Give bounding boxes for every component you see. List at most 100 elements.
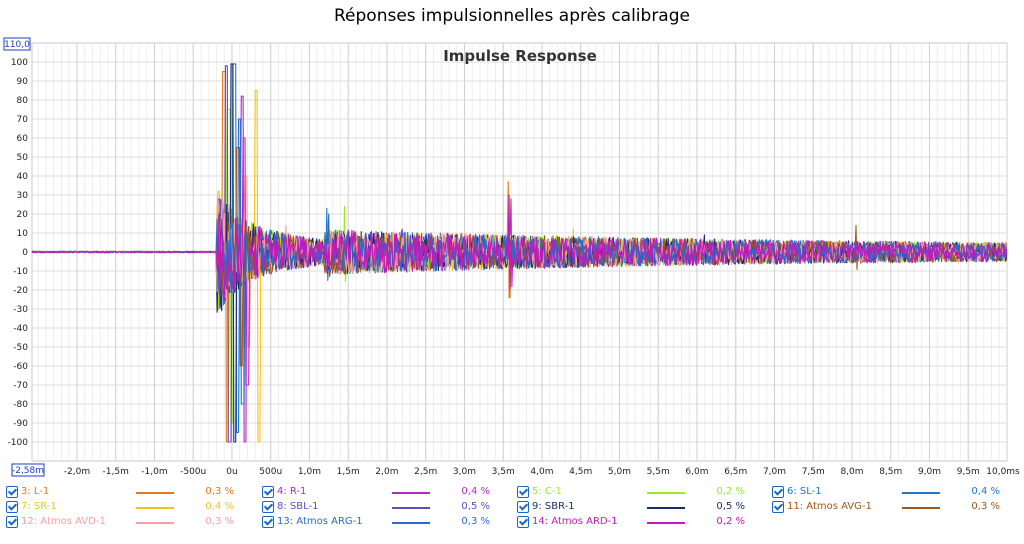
legend-item[interactable]: 13: Atmos ARG-1 0,3 % [262, 515, 512, 531]
legend: 3: L-1 0,3 % 4: R-1 0,4 % 5: C-1 0,2 % 6: SL-1… [0, 483, 1024, 541]
legend-item[interactable]: 3: L-1 0,3 % [6, 485, 256, 501]
y-tick-label: 50 [17, 153, 29, 163]
legend-series-name: 7: SR-1 [21, 501, 57, 512]
impulse-response-chart: 1009080706050403020100-10-20-30-40-50-60… [3, 37, 1020, 477]
legend-item[interactable]: 5: C-1 0,2 % [517, 485, 767, 501]
legend-series-name: 4: R-1 [277, 486, 307, 497]
legend-item[interactable]: 7: SR-1 0,4 % [6, 500, 256, 516]
legend-swatch [392, 522, 430, 524]
y-tick-label: 90 [17, 77, 29, 87]
y-tick-label: -10 [13, 267, 28, 277]
y-top-label: 110,0 [4, 40, 30, 50]
y-tick-label: 60 [17, 134, 29, 144]
legend-item[interactable]: 4: R-1 0,4 % [262, 485, 512, 501]
series-line [31, 137, 1008, 386]
checkbox[interactable] [262, 501, 274, 513]
legend-percent: 0,3 % [461, 516, 490, 527]
x-tick-label: 8,5m [879, 467, 902, 477]
legend-series-name: 8: SBL-1 [277, 501, 319, 512]
x-left-label: -2,58m [12, 466, 44, 476]
legend-item[interactable]: 9: SBR-1 0,5 % [517, 500, 767, 516]
checkbox[interactable] [517, 501, 529, 513]
legend-series-name: 11: Atmos AVG-1 [787, 501, 872, 512]
legend-swatch [136, 507, 174, 509]
x-tick-label: 8,0m [840, 467, 863, 477]
x-tick-label: 2,5m [414, 467, 437, 477]
legend-percent: 0,4 % [971, 486, 1000, 497]
checkbox[interactable] [262, 516, 274, 528]
checkbox[interactable] [772, 501, 784, 513]
x-tick-label: 5,5m [647, 467, 670, 477]
x-tick-label: 6,5m [724, 467, 747, 477]
x-tick-label: -2,0m [64, 467, 90, 477]
axis-labels: 1009080706050403020100-10-20-30-40-50-60… [8, 58, 1020, 477]
legend-percent: 0,2 % [716, 486, 745, 497]
y-tick-label: -50 [13, 343, 28, 353]
y-tick-label: 20 [17, 210, 29, 220]
legend-swatch [902, 492, 940, 494]
x-tick-label: 7,5m [802, 467, 825, 477]
y-tick-label: 80 [17, 96, 29, 106]
legend-item[interactable]: 6: SL-1 0,4 % [772, 485, 1022, 501]
legend-series-name: 3: L-1 [21, 486, 50, 497]
legend-item[interactable]: 12: Atmos AVD-1 0,3 % [6, 515, 256, 531]
legend-series-name: 12: Atmos AVD-1 [21, 516, 106, 527]
checkbox[interactable] [772, 486, 784, 498]
y-tick-label: -60 [13, 362, 28, 372]
x-tick-label: 9,0m [918, 467, 941, 477]
legend-series-name: 9: SBR-1 [532, 501, 575, 512]
y-tick-label: -20 [13, 286, 28, 296]
legend-percent: 0,4 % [461, 486, 490, 497]
y-tick-label: 100 [11, 58, 28, 68]
y-tick-label: -80 [13, 400, 28, 410]
checkbox[interactable] [517, 516, 529, 528]
legend-item[interactable]: 11: Atmos AVG-1 0,3 % [772, 500, 1022, 516]
x-left-box[interactable]: -2,58m [11, 463, 45, 477]
x-tick-label: 3,5m [492, 467, 515, 477]
y-tick-label: -40 [13, 324, 28, 334]
legend-swatch [647, 492, 685, 494]
checkbox[interactable] [517, 486, 529, 498]
checkbox[interactable] [6, 486, 18, 498]
legend-swatch [902, 507, 940, 509]
legend-swatch [136, 492, 174, 494]
y-tick-label: -70 [13, 381, 28, 391]
y-tick-label: 30 [17, 191, 29, 201]
checkbox[interactable] [6, 516, 18, 528]
x-tick-label: -1,0m [141, 467, 167, 477]
x-tick-label: 1,5m [337, 467, 360, 477]
legend-percent: 0,3 % [205, 516, 234, 527]
series-group [31, 63, 1008, 443]
y-top-box[interactable]: 110,0 [3, 37, 31, 51]
x-tick-label: 7,0m [763, 467, 786, 477]
x-tick-label: 3,0m [453, 467, 476, 477]
x-tick-label: 6,0m [685, 467, 708, 477]
x-tick-label: 0u [226, 467, 237, 477]
x-tick-label: 9,5m [957, 467, 980, 477]
y-tick-label: -100 [8, 438, 29, 448]
legend-swatch [136, 522, 174, 524]
window-title: Réponses impulsionnelles après calibrage [334, 6, 690, 26]
checkbox[interactable] [262, 486, 274, 498]
chart-title: Impulse Response [443, 47, 597, 65]
legend-percent: 0,4 % [205, 501, 234, 512]
x-tick-label: 500u [259, 467, 282, 477]
x-tick-label: 4,5m [569, 467, 592, 477]
legend-percent: 0,3 % [205, 486, 234, 497]
legend-swatch [392, 507, 430, 509]
legend-series-name: 14: Atmos ARD-1 [532, 516, 618, 527]
legend-series-name: 13: Atmos ARG-1 [277, 516, 363, 527]
x-tick-label: 5,0m [608, 467, 631, 477]
x-tick-label: 4,0m [530, 467, 553, 477]
legend-percent: 0,5 % [461, 501, 490, 512]
checkbox[interactable] [6, 501, 18, 513]
legend-item[interactable]: 14: Atmos ARD-1 0,2 % [517, 515, 767, 531]
y-tick-label: 0 [22, 248, 28, 258]
legend-percent: 0,5 % [716, 501, 745, 512]
x-tick-label: 2,0m [375, 467, 398, 477]
x-tick-label: -1,5m [103, 467, 129, 477]
x-tick-label: 10,0ms [986, 467, 1020, 477]
legend-item[interactable]: 8: SBL-1 0,5 % [262, 500, 512, 516]
legend-percent: 0,2 % [716, 516, 745, 527]
x-tick-label: -500u [180, 467, 206, 477]
